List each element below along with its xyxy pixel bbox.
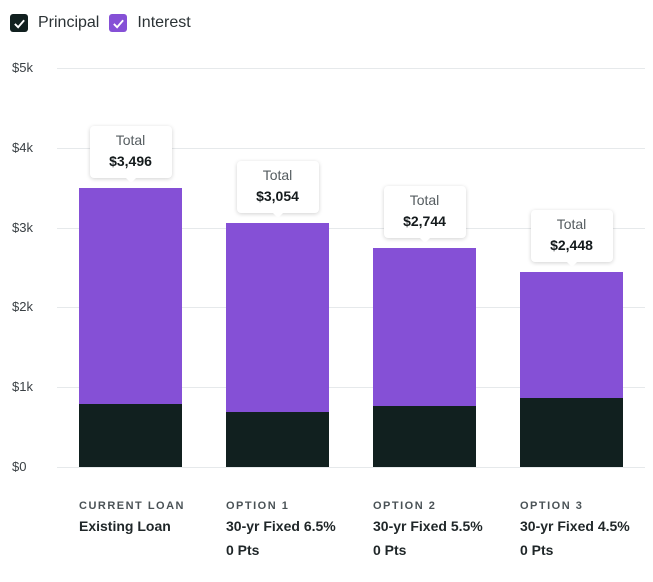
tooltip-total-value: $2,448	[550, 236, 593, 253]
checkmark-icon	[113, 19, 124, 29]
bar-principal[interactable]	[373, 405, 476, 467]
bar-interest[interactable]	[79, 188, 182, 404]
category-kicker: OPTION 1	[226, 500, 290, 512]
bar-principal[interactable]	[226, 411, 329, 467]
tooltip-title: Total	[409, 192, 440, 209]
category-label: OPTION 1 30-yr Fixed 6.5% 0 Pts	[226, 498, 366, 562]
total-tooltip: Total $2,744	[383, 186, 466, 244]
principal-checkbox[interactable]	[10, 14, 28, 32]
tooltip-total-value: $3,054	[256, 188, 299, 205]
category-points: 0 Pts	[373, 542, 407, 558]
category-name: Existing Loan	[79, 518, 171, 534]
category-points: 0 Pts	[520, 542, 554, 558]
y-tick-label: $0	[12, 459, 27, 474]
y-tick-label: $1k	[12, 379, 33, 394]
category-kicker: OPTION 3	[520, 500, 584, 512]
bar-principal[interactable]	[520, 397, 623, 467]
total-tooltip: Total $3,054	[236, 161, 319, 219]
tooltip-title: Total	[556, 215, 587, 232]
category-name: 30-yr Fixed 4.5%	[520, 518, 630, 534]
total-tooltip: Total $2,448	[530, 209, 613, 267]
bar-interest[interactable]	[226, 223, 329, 412]
category-label: OPTION 2 30-yr Fixed 5.5% 0 Pts	[373, 498, 513, 562]
legend-label: Principal	[38, 14, 100, 31]
tooltip-total-value: $3,496	[109, 153, 152, 170]
category-name: 30-yr Fixed 5.5%	[373, 518, 483, 534]
bar-interest[interactable]	[373, 248, 476, 406]
legend-label: Interest	[137, 14, 191, 31]
chart-legend: Principal Interest	[10, 14, 201, 32]
category-label: CURRENT LOAN Existing Loan	[79, 498, 219, 538]
bar-interest[interactable]	[520, 271, 623, 398]
category-points: 0 Pts	[226, 542, 260, 558]
legend-item-interest[interactable]: Interest	[109, 14, 191, 32]
category-kicker: OPTION 2	[373, 500, 437, 512]
legend-item-principal[interactable]: Principal	[10, 14, 99, 32]
tooltip-title: Total	[115, 132, 146, 149]
tooltip-title: Total	[262, 167, 293, 184]
bar-principal[interactable]	[79, 403, 182, 467]
category-name: 30-yr Fixed 6.5%	[226, 518, 336, 534]
checkmark-icon	[13, 19, 25, 29]
category-kicker: CURRENT LOAN	[79, 500, 185, 512]
gridline	[57, 307, 645, 308]
gridline	[57, 228, 645, 229]
gridline	[57, 68, 645, 69]
interest-checkbox[interactable]	[109, 14, 128, 32]
y-tick-label: $5k	[12, 60, 33, 75]
y-tick-label: $4k	[12, 140, 33, 155]
tooltip-total-value: $2,744	[403, 213, 446, 230]
y-tick-label: $2k	[12, 299, 33, 314]
total-tooltip: Total $3,496	[89, 126, 172, 184]
gridline	[57, 148, 645, 149]
gridline	[57, 467, 645, 468]
category-label: OPTION 3 30-yr Fixed 4.5% 0 Pts	[520, 498, 653, 562]
y-tick-label: $3k	[12, 220, 33, 235]
gridline	[57, 387, 645, 388]
